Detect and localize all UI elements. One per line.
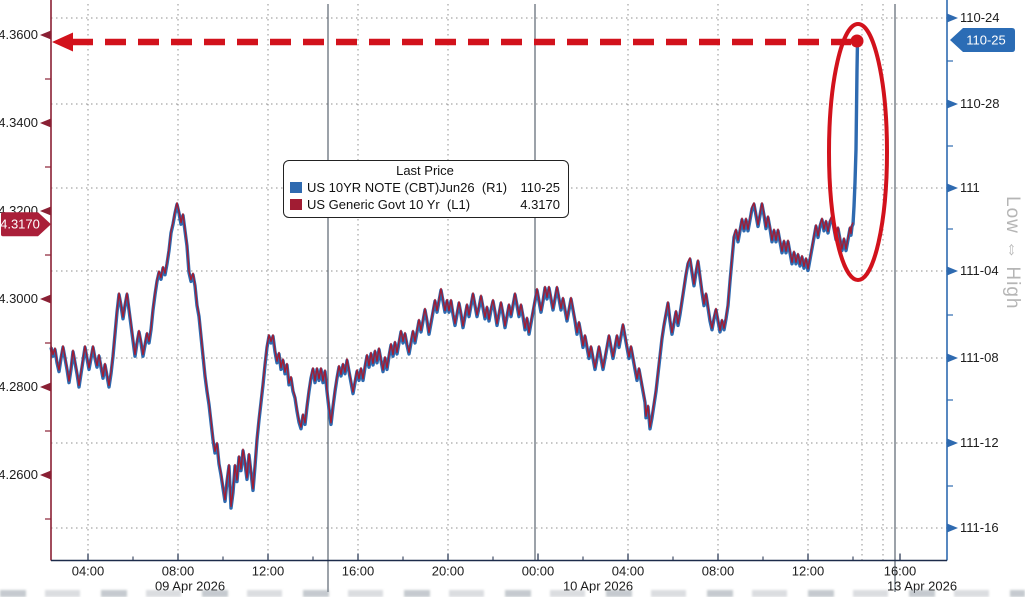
x-axis-time-label: 08:00 — [162, 564, 195, 579]
right-axis-tick-arrow — [947, 438, 958, 448]
right-axis-tick-label: 111-04 — [960, 263, 999, 278]
right-axis-tick-label: 110-28 — [960, 96, 1000, 111]
highlight-ellipse — [827, 22, 889, 282]
left-axis-badge — [1, 212, 51, 237]
x-axis-time-label: 08:00 — [702, 564, 735, 579]
x-axis-date-label: 10 Apr 2026 — [563, 579, 633, 594]
left-axis-tick-label: 4.3600 — [0, 27, 38, 42]
x-axis-time-label: 16:00 — [342, 564, 375, 579]
x-axis-date-label: 09 Apr 2026 — [155, 579, 225, 594]
legend-label: US 10YR NOTE (CBT)Jun26 (R1) — [307, 180, 508, 195]
last-price-dot — [850, 34, 864, 48]
yield-series-line — [50, 202, 854, 508]
right-axis-tick-arrow — [947, 183, 958, 193]
legend-item-futures: US 10YR NOTE (CBT)Jun26 (R1) 110-25 — [290, 179, 560, 196]
futures-swatch-icon — [290, 182, 302, 193]
futures-series-line — [49, 41, 860, 510]
x-axis-time-label: 04:00 — [72, 564, 105, 579]
legend-value: 4.3170 — [520, 197, 560, 212]
price-axis-direction-label: Low ⇔ High — [1002, 196, 1023, 310]
x-axis-time-label: 20:00 — [432, 564, 465, 579]
right-axis-tick-label: 111 — [960, 180, 980, 195]
left-axis-tick-label: 4.2800 — [0, 379, 38, 394]
x-axis-date-label: 13 Apr 2026 — [887, 579, 957, 594]
x-axis-time-label: 16:00 — [884, 564, 917, 579]
right-axis-tick-arrow — [947, 266, 958, 276]
chart-legend[interactable]: Last Price US 10YR NOTE (CBT)Jun26 (R1) … — [283, 160, 569, 218]
yield-swatch-icon — [290, 199, 302, 210]
right-axis-tick-label: 110-24 — [960, 10, 1000, 25]
left-axis-tick-arrow — [40, 382, 51, 392]
right-axis-tick-label: 111-08 — [960, 350, 999, 365]
left-axis-tick-label: 4.3000 — [0, 291, 38, 306]
x-axis-time-label: 04:00 — [612, 564, 645, 579]
right-axis-tick-arrow — [947, 99, 958, 109]
legend-item-yield: US Generic Govt 10 Yr (L1) 4.3170 — [290, 196, 560, 213]
right-axis-badge — [950, 28, 1015, 52]
right-axis-tick-arrow — [947, 13, 958, 23]
dashed-arrow-head-icon — [52, 32, 73, 52]
left-axis-tick-arrow — [40, 118, 51, 128]
left-axis-badge-label: 4.3170 — [0, 217, 40, 232]
legend-label: US Generic Govt 10 Yr (L1) — [307, 197, 471, 212]
right-axis-tick-arrow — [947, 523, 958, 533]
left-axis-tick-label: 4.3400 — [0, 115, 38, 130]
left-axis-tick-arrow — [40, 470, 51, 480]
legend-value: 110-25 — [520, 180, 560, 195]
right-axis-tick-arrow — [947, 353, 958, 363]
bottom-watermark-strip — [0, 590, 1025, 597]
legend-title: Last Price — [396, 163, 454, 178]
right-axis-tick-label: 111-12 — [960, 435, 999, 450]
left-axis-tick-arrow — [40, 30, 51, 40]
left-axis-tick-arrow — [40, 294, 51, 304]
x-axis-time-label: 12:00 — [792, 564, 825, 579]
right-axis-tick-label: 111-16 — [960, 520, 999, 535]
right-axis-badge-label: 110-25 — [966, 33, 1006, 48]
left-axis-tick-label: 4.2600 — [0, 467, 38, 482]
x-axis-time-label: 12:00 — [252, 564, 285, 579]
x-axis-time-label: 00:00 — [522, 564, 555, 579]
left-axis-tick-arrow — [40, 206, 51, 216]
